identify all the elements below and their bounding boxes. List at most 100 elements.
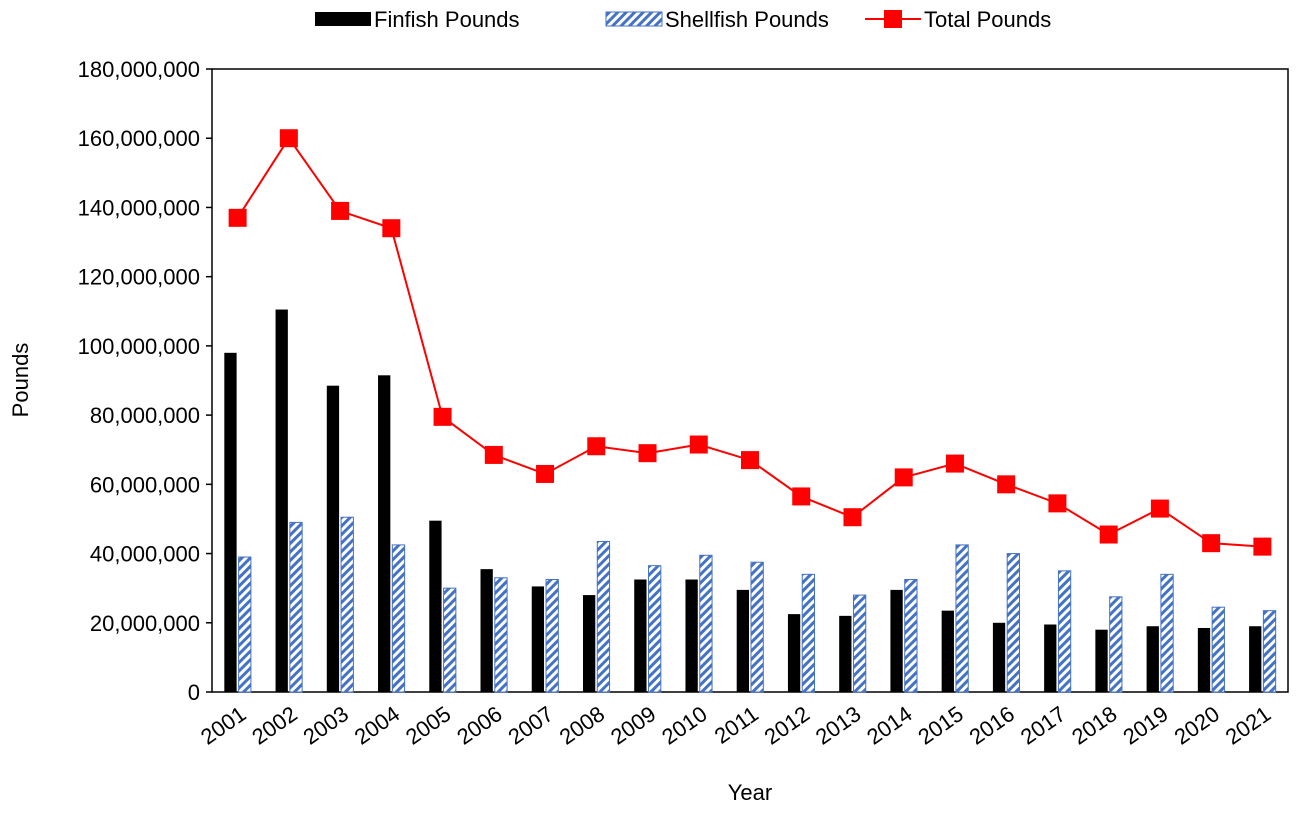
x-tick-label: 2002 xyxy=(247,701,301,750)
marker xyxy=(331,201,350,220)
marker xyxy=(1202,534,1221,553)
bar xyxy=(1249,626,1262,692)
marker xyxy=(843,508,862,527)
bar xyxy=(992,622,1006,692)
bar xyxy=(1160,573,1174,693)
bar xyxy=(685,579,698,692)
legend-label: Finfish Pounds xyxy=(374,7,520,32)
y-tick-label: 40,000,000 xyxy=(90,542,200,567)
bar xyxy=(1006,553,1020,693)
bar xyxy=(326,385,340,692)
marker xyxy=(945,454,964,473)
bar xyxy=(429,520,442,692)
bar xyxy=(1211,606,1225,693)
marker xyxy=(894,468,913,487)
bar xyxy=(238,556,252,693)
marker xyxy=(1150,499,1169,518)
bar xyxy=(1057,570,1072,693)
bar xyxy=(480,569,493,692)
y-tick-label: 20,000,000 xyxy=(90,611,200,636)
x-tick-label: 2020 xyxy=(1170,701,1224,750)
legend-label: Shellfish Pounds xyxy=(665,7,829,32)
x-tick-label: 2017 xyxy=(1016,701,1070,750)
legend-label: Total Pounds xyxy=(924,7,1051,32)
bar xyxy=(289,521,303,693)
bar xyxy=(1197,627,1211,692)
bar xyxy=(494,577,508,693)
legend-swatch xyxy=(884,10,902,28)
bar xyxy=(378,375,391,692)
x-tick-label: 2016 xyxy=(965,701,1019,750)
bar xyxy=(736,589,749,692)
y-axis-title: Pounds xyxy=(8,343,33,418)
x-tick-label: 2019 xyxy=(1118,701,1172,750)
marker xyxy=(741,451,759,470)
bar xyxy=(1095,629,1108,692)
plot-frame xyxy=(211,68,1289,693)
bar xyxy=(340,516,354,693)
legend-swatch xyxy=(605,11,663,27)
x-tick-label: 2001 xyxy=(196,701,250,750)
x-tick-label: 2005 xyxy=(401,701,455,750)
bar xyxy=(531,586,545,692)
bar xyxy=(904,579,918,693)
marker xyxy=(228,208,247,227)
y-tick-label: 120,000,000 xyxy=(78,265,200,290)
bar xyxy=(787,614,801,692)
x-tick-label: 2013 xyxy=(811,701,865,750)
x-tick-label: 2021 xyxy=(1221,701,1275,750)
x-tick-label: 2008 xyxy=(555,701,609,750)
bar xyxy=(1044,624,1057,692)
bar xyxy=(1146,626,1159,692)
marker xyxy=(279,129,298,148)
bar xyxy=(582,595,596,692)
bar xyxy=(648,565,662,693)
x-tick-label: 2012 xyxy=(760,701,814,750)
y-tick-label: 80,000,000 xyxy=(90,403,200,428)
marker xyxy=(484,445,503,464)
marker xyxy=(1253,537,1272,556)
bar xyxy=(801,573,816,693)
y-tick-label: 0 xyxy=(188,680,200,705)
bar xyxy=(852,594,867,693)
bar xyxy=(750,561,764,693)
bar xyxy=(1109,596,1123,693)
bar xyxy=(391,544,406,693)
bar xyxy=(890,589,903,692)
y-tick-label: 60,000,000 xyxy=(90,472,200,497)
x-tick-label: 2004 xyxy=(350,701,404,750)
marker xyxy=(1099,525,1118,544)
marker xyxy=(536,464,555,483)
bar xyxy=(275,309,288,692)
marker xyxy=(638,444,657,463)
bar xyxy=(941,610,954,692)
y-tick-label: 180,000,000 xyxy=(78,57,200,82)
x-tick-label: 2010 xyxy=(657,701,711,750)
legend-swatch xyxy=(315,12,371,26)
x-tick-label: 2014 xyxy=(862,701,916,750)
marker xyxy=(433,407,452,426)
x-tick-label: 2006 xyxy=(452,701,506,750)
bar xyxy=(224,352,237,692)
line xyxy=(236,136,1263,548)
y-tick-label: 100,000,000 xyxy=(78,334,200,359)
bar xyxy=(1262,610,1277,693)
x-tick-label: 2015 xyxy=(913,701,967,750)
marker xyxy=(792,487,811,506)
x-tick-label: 2003 xyxy=(299,701,353,750)
x-tick-label: 2007 xyxy=(504,701,558,750)
bar xyxy=(699,554,713,693)
bar xyxy=(443,587,457,693)
bar xyxy=(839,615,852,692)
bar xyxy=(634,579,647,692)
bar xyxy=(955,544,969,693)
marker xyxy=(382,219,401,238)
marker xyxy=(997,475,1016,494)
bar xyxy=(596,540,611,693)
marker xyxy=(1048,494,1067,513)
marker xyxy=(587,437,606,456)
bar xyxy=(545,579,559,693)
x-tick-label: 2009 xyxy=(606,701,660,750)
x-axis-title: Year xyxy=(728,780,772,805)
